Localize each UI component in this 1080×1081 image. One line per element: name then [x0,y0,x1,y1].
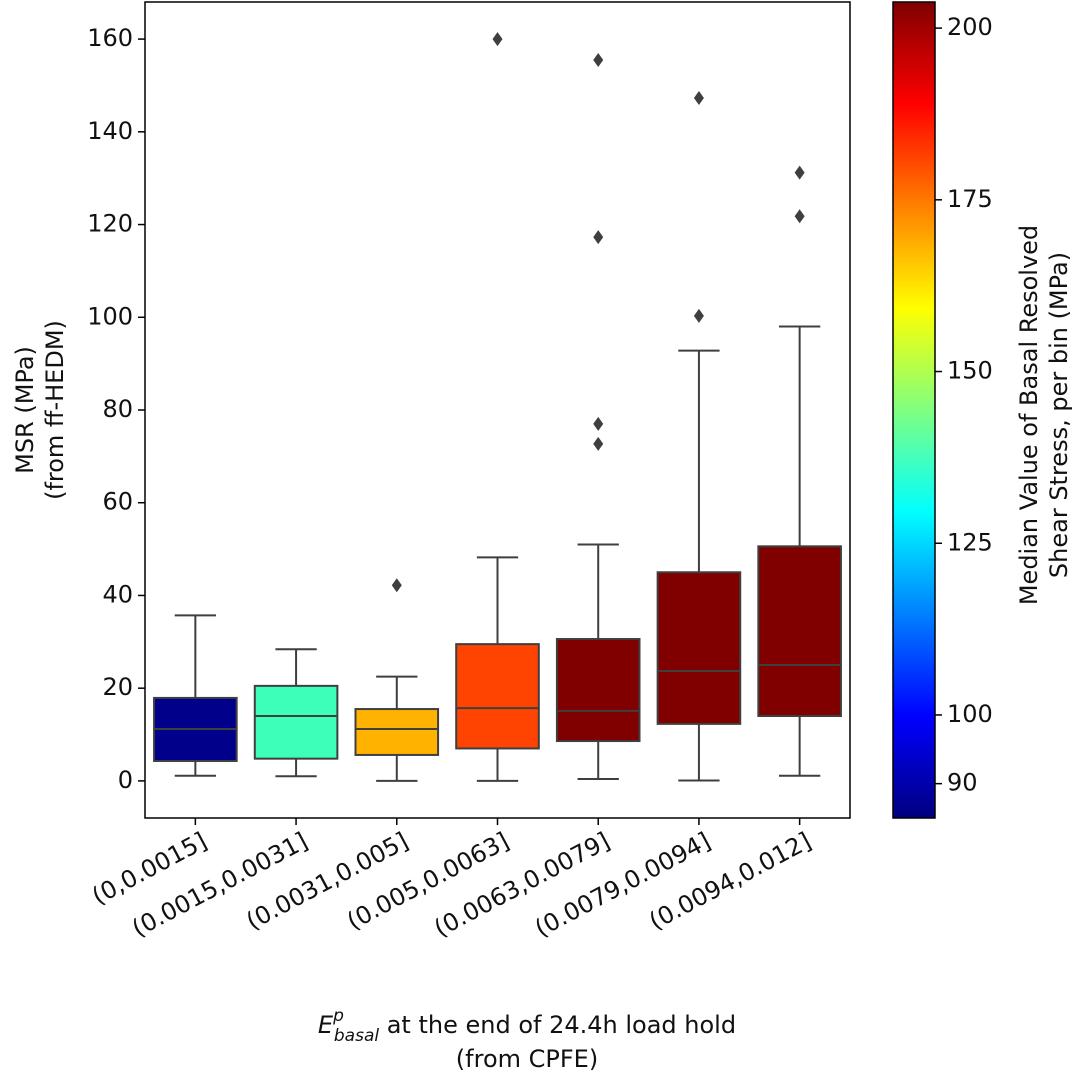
plot-frame [144,1,851,819]
x-label-line2: (from CPFE) [456,1045,598,1073]
colorbar-label-line: Median Value of Basal Resolved [1015,225,1043,605]
colorbar-tick-label: 125 [947,528,993,556]
flier [593,436,604,451]
flier [693,90,704,105]
y-label-line: MSR (MPa) [11,346,39,474]
box [253,684,339,760]
y-tick-label: 20 [102,673,133,701]
y-tick-label: 80 [102,395,133,423]
y-tick-label: 100 [87,302,133,330]
box-group [656,90,742,782]
box [455,643,540,750]
x-tick-label: (0.0063,0.0079] [430,827,615,943]
x-tick-label: (0.0015,0.0031] [127,827,312,943]
x-label-symbol: E [318,1011,334,1039]
box-group [455,32,540,782]
y-tick-label: 140 [87,117,133,145]
y-label-line: (from ff-HEDM) [41,320,69,500]
box [354,708,440,756]
box [757,545,842,717]
flier [593,230,604,245]
colorbar-tick-label: 175 [947,185,993,213]
y-tick-label: 60 [102,488,133,516]
y-tick-label: 0 [118,766,133,794]
x-axis-label: Ep basal at the end of 24.4h load hold [318,1006,736,1046]
y-tick-label: 160 [87,24,133,52]
x-label-sub: basal [334,1026,379,1046]
colorbar-label-line: Shear Stress, per bin (MPa) [1045,252,1073,578]
x-label-sup: p [332,1006,344,1026]
box-group [253,648,339,778]
box [656,571,742,725]
flier [794,165,805,180]
colorbar [892,1,936,819]
x-tick-label: (0.0079,0.0094] [530,827,715,943]
colorbar-tick-label: 150 [947,357,993,385]
flier [492,32,503,47]
box [555,638,641,743]
y-axis-label: MSR (MPa) (from ff-HEDM) [11,320,69,500]
flier [593,416,604,431]
colorbar-label: Median Value of Basal Resolved Shear Str… [1015,225,1073,605]
flier [391,578,402,593]
box-group [153,614,238,777]
box-group [354,578,440,782]
flier [693,308,704,323]
flier [794,209,805,224]
y-tick-label: 120 [87,210,133,238]
box-group [757,165,842,777]
colorbar-tick-label: 200 [947,13,993,41]
flier [593,52,604,67]
x-label-text: at the end of 24.4h load hold [379,1011,736,1039]
colorbar-tick-label: 90 [947,769,978,797]
y-tick-label: 40 [102,580,133,608]
colorbar-tick-label: 100 [947,700,993,728]
box-group [555,52,641,781]
